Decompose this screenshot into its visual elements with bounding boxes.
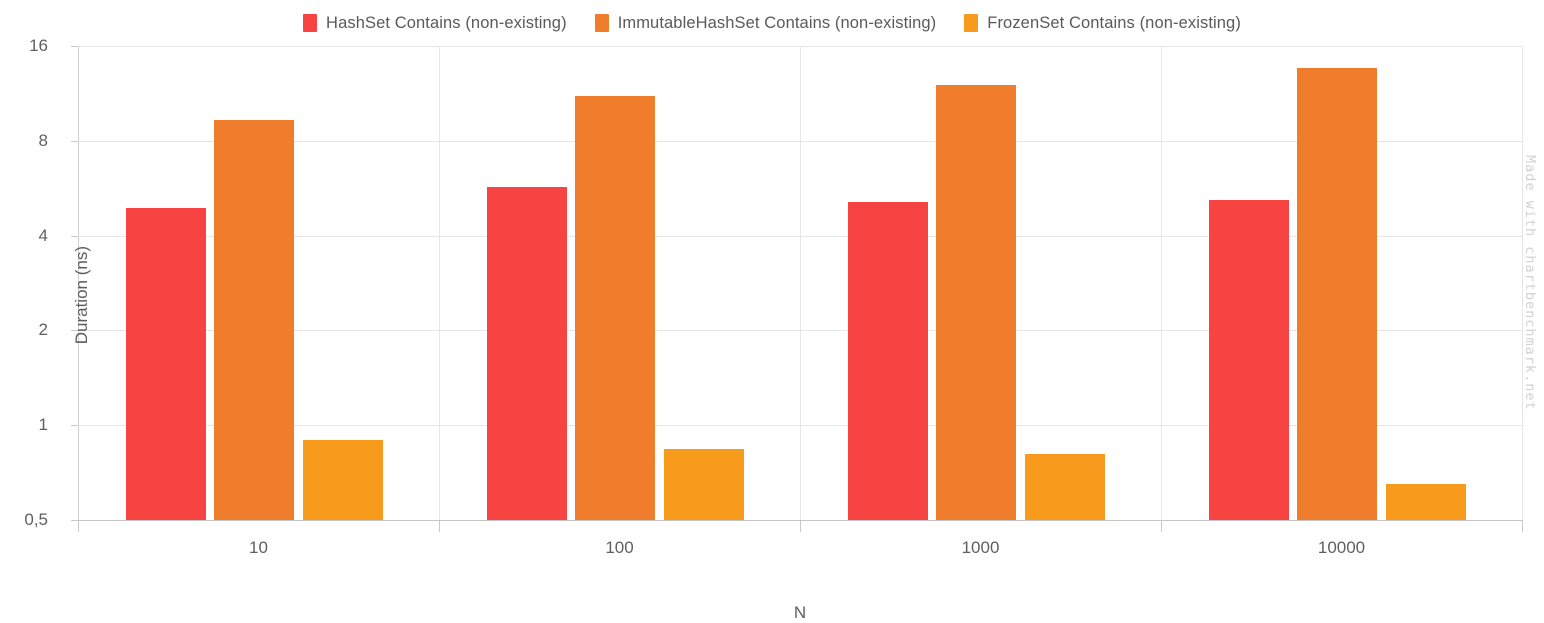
plot-area: 0,5 1 2 4 8 16 10 100 1000 10000 Duration (ns) N (24, 36, 1523, 622)
x-axis-tick (800, 520, 801, 532)
y-axis-tick (71, 235, 78, 237)
bar[interactable] (1024, 454, 1105, 520)
group-separator (1522, 46, 1523, 520)
x-axis-tick-label: 10000 (1317, 538, 1366, 557)
bar[interactable] (126, 207, 206, 520)
y-axis-tick-label: 8 (38, 130, 48, 150)
bar[interactable] (302, 439, 383, 520)
x-axis-tick-label: 10 (249, 538, 268, 557)
y-axis-tick (71, 330, 78, 332)
x-axis-tick (439, 520, 440, 532)
legend-item-immutablehashset[interactable]: ImmutableHashSet Contains (non-existing) (594, 13, 937, 33)
y-axis-tick-label: 0,5 (24, 510, 48, 529)
x-axis-tick (1161, 520, 1162, 532)
group-separator (1161, 46, 1162, 520)
legend-item-hashset[interactable]: HashSet Contains (non-existing) (303, 14, 567, 33)
y-axis-tick-label: 4 (38, 225, 48, 245)
x-axis-tick-label: 1000 (961, 538, 1000, 557)
y-axis-title: Duration (ns) (72, 246, 91, 345)
legend-label: ImmutableHashSet Contains (non-existing) (617, 13, 937, 32)
legend-label: FrozenSet Contains (non-existing) (987, 13, 1241, 32)
plot-frame (78, 46, 1523, 520)
y-axis-tick-label: 1 (38, 415, 48, 435)
chart-legend: HashSet Contains (non-existing) Immutabl… (0, 8, 1544, 38)
y-axis-tick (71, 520, 78, 521)
legend-item-frozenset[interactable]: FrozenSet Contains (non-existing) (964, 14, 1241, 33)
legend-swatch-icon (964, 14, 979, 32)
x-axis-title: N (793, 603, 807, 622)
y-axis-tick (71, 46, 78, 47)
bar[interactable] (214, 120, 295, 520)
y-axis-tick-label: 2 (38, 320, 48, 340)
bar[interactable] (1297, 68, 1378, 520)
chart-container: HashSet Contains (non-existing) Immutabl… (0, 8, 1544, 623)
bar[interactable] (487, 187, 567, 520)
x-axis-tick (1522, 520, 1523, 532)
group-separator (439, 46, 440, 520)
legend-swatch-icon (303, 14, 318, 32)
bar[interactable] (936, 85, 1017, 520)
group-separator (800, 46, 801, 520)
y-axis-tick-label: 16 (29, 36, 48, 55)
legend-swatch-icon (594, 14, 609, 32)
y-axis-tick (71, 140, 78, 142)
watermark-text: Made with chartbenchmark.net (1522, 155, 1538, 411)
bar[interactable] (1385, 484, 1466, 520)
legend-label: HashSet Contains (non-existing) (326, 13, 567, 32)
bar[interactable] (1209, 199, 1289, 520)
y-axis-tick (71, 425, 78, 427)
x-axis-tick-label: 100 (605, 538, 634, 557)
x-axis-tick (78, 520, 79, 532)
bar[interactable] (575, 96, 656, 520)
bar[interactable] (848, 202, 928, 520)
bar[interactable] (663, 449, 744, 520)
